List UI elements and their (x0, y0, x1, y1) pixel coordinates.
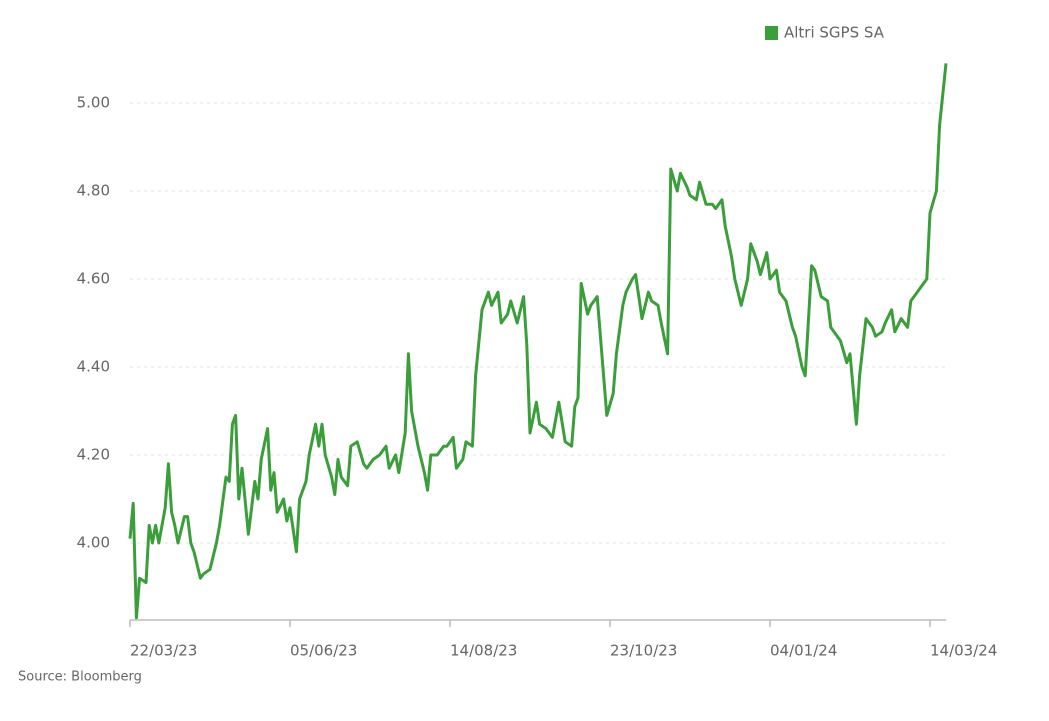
x-tick-label: 14/08/23 (450, 642, 517, 660)
y-tick-label: 4.00 (77, 533, 110, 551)
y-tick-label: 5.00 (77, 93, 110, 111)
x-tick-label: 22/03/23 (130, 642, 197, 660)
price-line (128, 63, 948, 620)
source-note: Source: Bloomberg (18, 670, 142, 685)
y-tick-label: 4.80 (77, 181, 110, 199)
y-tick-label: 4.60 (77, 269, 110, 287)
x-tick-label: 23/10/23 (610, 642, 677, 660)
x-tick-label: 14/03/24 (930, 642, 997, 660)
y-tick-label: 4.20 (77, 445, 110, 463)
x-tick-label: 05/06/23 (290, 642, 357, 660)
legend-swatch (765, 26, 778, 40)
x-tick-label: 04/01/24 (770, 642, 837, 660)
y-tick-label: 4.40 (77, 357, 110, 375)
legend-label: Altri SGPS SA (784, 24, 885, 42)
